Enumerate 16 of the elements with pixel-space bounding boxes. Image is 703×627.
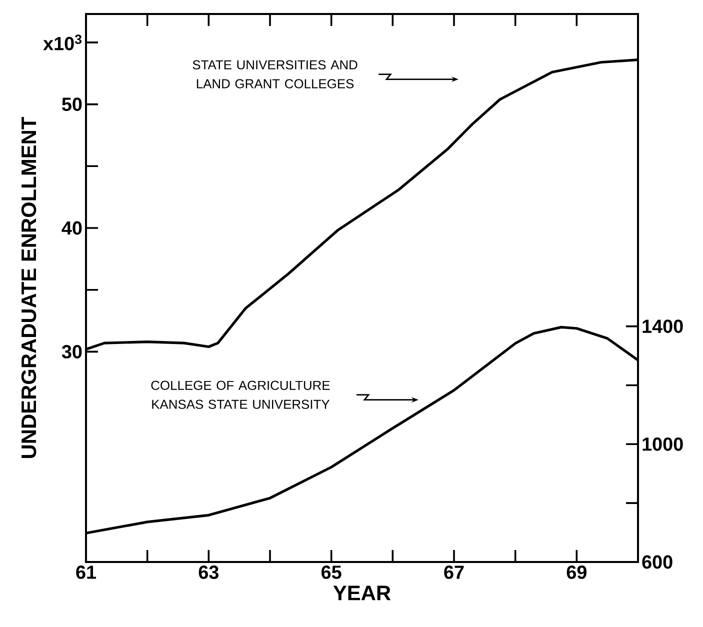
annotation: COLLEGE OF AGRICULTURE KANSAS STATE UNIVERSITY [151,380,330,409]
y-tick-label: x10$^{3}$ [43,34,82,50]
y-tick-label: 50 [62,98,82,112]
y2-tick-label: 1000 [642,437,683,451]
x-tick-label: 61 [76,566,96,579]
x-tick-label: 65 [321,566,342,579]
y2-tick-label: 600 [642,555,672,569]
x-tick-label: 63 [198,566,219,579]
annotation: STATE UNIVERSITIES AND LAND GRANT COLLEGES [192,60,358,88]
y-tick-label: 40 [62,221,82,235]
y-axis-title: UNDERGRADUATE ENROLLMENT [21,117,36,458]
y-tick-label: 30 [62,344,82,358]
x-tick-label: 67 [444,566,464,579]
x-tick-label: 69 [566,566,586,579]
x-axis-title: YEAR [333,586,391,600]
y2-tick-label: 1400 [642,320,683,334]
